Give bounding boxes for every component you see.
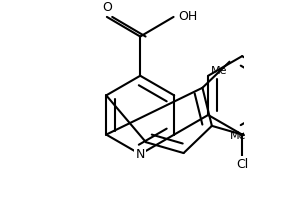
- Text: Me: Me: [229, 131, 246, 141]
- Text: Cl: Cl: [236, 158, 248, 170]
- Text: O: O: [102, 1, 112, 14]
- Text: OH: OH: [178, 10, 197, 23]
- Text: N: N: [135, 148, 145, 161]
- Text: Me: Me: [211, 65, 227, 75]
